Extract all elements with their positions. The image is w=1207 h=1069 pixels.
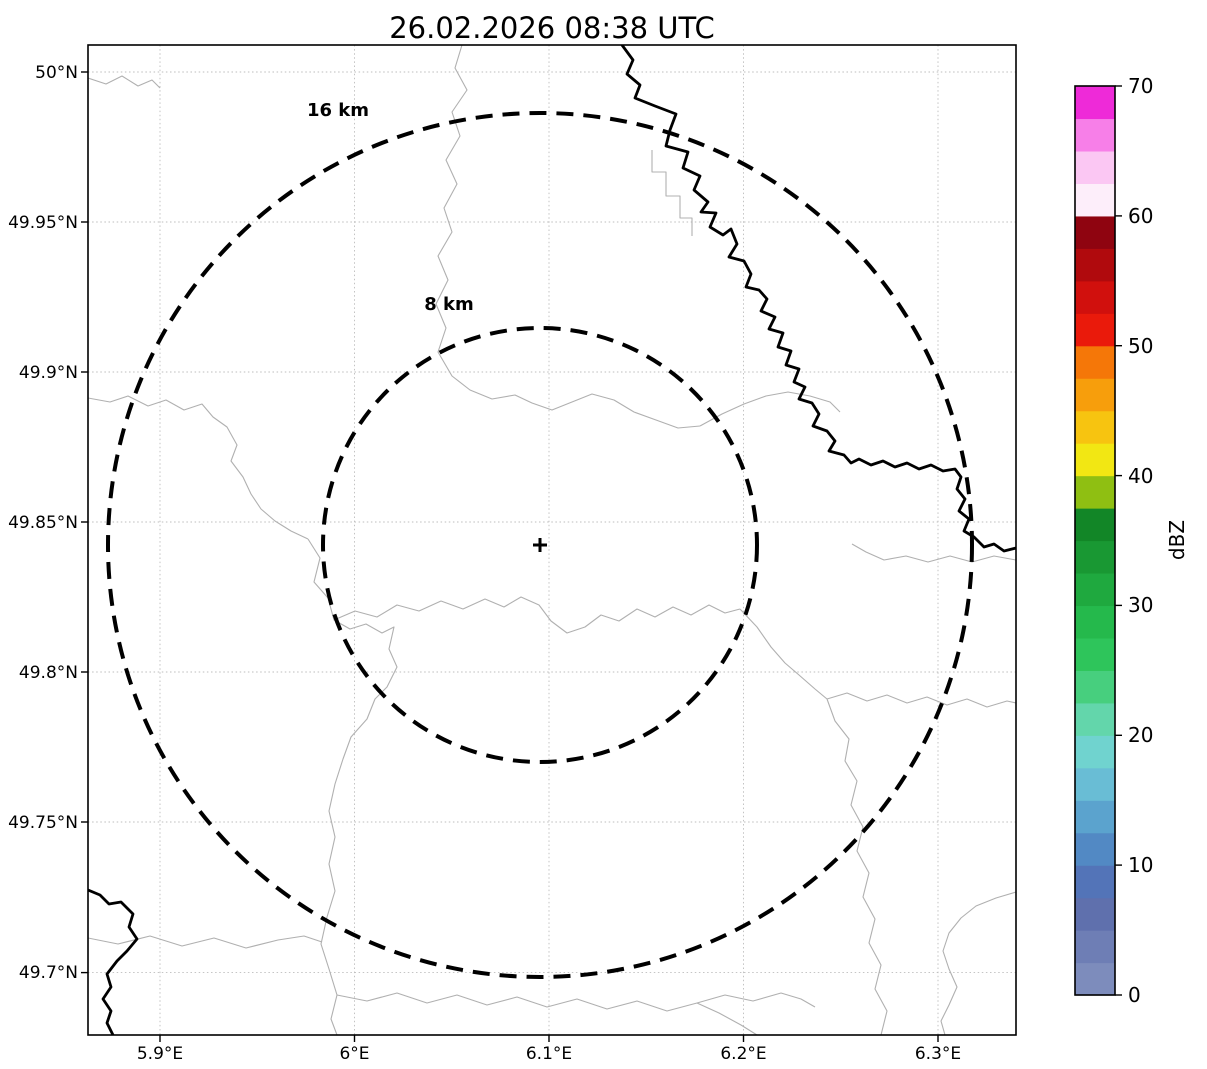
- colorbar-band: [1075, 280, 1115, 314]
- y-axis-tick-marks: [81, 71, 88, 974]
- admin-boundary-line: [651, 150, 693, 236]
- river-border-line: [620, 45, 1016, 553]
- colorbar-tick-label: 70: [1128, 74, 1153, 98]
- admin-boundary-line: [696, 992, 816, 1008]
- colorbar-band: [1075, 508, 1115, 542]
- colorbar-band: [1075, 930, 1115, 964]
- grid-lines: [88, 45, 1016, 1035]
- admin-boundary-line: [88, 395, 309, 540]
- x-tick-label: 6.1°E: [526, 1044, 572, 1064]
- range-ring-16km: [106, 111, 974, 979]
- y-tick-label: 49.95°N: [8, 213, 78, 233]
- colorbar-band: [1075, 572, 1115, 607]
- colorbar-band: [1075, 800, 1115, 834]
- x-tick-label: 5.9°E: [137, 1044, 183, 1064]
- colorbar: 0 10 20 30 40 50 60 70 dBZ: [1074, 74, 1189, 1007]
- colorbar-band: [1075, 702, 1115, 736]
- map-features: 16 km 8 km: [88, 45, 1016, 1035]
- colorbar-band: [1075, 378, 1115, 412]
- admin-boundary-line: [336, 992, 758, 1035]
- colorbar-tick-label: 10: [1128, 853, 1153, 877]
- colorbar-band: [1075, 865, 1115, 899]
- x-tick-label: 6°E: [339, 1044, 369, 1064]
- colorbar-tick-label: 60: [1128, 204, 1153, 228]
- colorbar-band: [1075, 443, 1115, 477]
- colorbar-band: [1075, 637, 1115, 671]
- colorbar-bands: [1075, 86, 1115, 996]
- colorbar-band: [1075, 410, 1115, 444]
- range-ring-16km-label: 16 km: [307, 100, 369, 121]
- range-ring-8km: [321, 326, 759, 764]
- admin-boundary-line: [851, 543, 1016, 563]
- colorbar-band: [1075, 86, 1115, 120]
- admin-boundary-line: [88, 75, 161, 89]
- colorbar-band: [1075, 735, 1115, 769]
- colorbar-band: [1075, 215, 1115, 249]
- colorbar-tick-labels: 0 10 20 30 40 50 60 70: [1128, 74, 1153, 1007]
- colorbar-band: [1075, 832, 1115, 866]
- colorbar-band: [1075, 183, 1115, 217]
- colorbar-band: [1075, 475, 1115, 509]
- colorbar-tick-label: 30: [1128, 593, 1153, 617]
- colorbar-band: [1075, 897, 1115, 931]
- colorbar-band: [1075, 345, 1115, 379]
- y-tick-label: 49.7°N: [19, 963, 78, 983]
- range-ring-8km-label: 8 km: [424, 294, 474, 315]
- y-tick-label: 49.85°N: [8, 513, 78, 533]
- admin-boundary-line: [940, 891, 1016, 1035]
- x-tick-label: 6.3°E: [915, 1044, 961, 1064]
- colorbar-band: [1075, 150, 1115, 184]
- admin-boundary-line: [88, 935, 323, 949]
- admin-boundary-line: [333, 596, 741, 634]
- colorbar-band: [1075, 248, 1115, 282]
- admin-boundary-line: [739, 608, 828, 700]
- range-rings: [106, 111, 974, 979]
- colorbar-tick-marks: [1115, 85, 1122, 996]
- river-border-lines: [88, 45, 1016, 1035]
- admin-boundary-line: [826, 692, 1016, 708]
- colorbar-tick-label: 0: [1128, 983, 1141, 1007]
- colorbar-band: [1075, 767, 1115, 801]
- river-border-line: [88, 888, 139, 1035]
- colorbar-band: [1075, 962, 1115, 996]
- admin-boundary-line: [435, 45, 701, 429]
- x-tick-label: 6.2°E: [720, 1044, 766, 1064]
- admin-boundary-line: [826, 698, 888, 1035]
- y-tick-label: 49.75°N: [8, 813, 78, 833]
- radar-center-marker: [533, 538, 547, 552]
- figure-title: 26.02.2026 08:38 UTC: [389, 11, 715, 45]
- colorbar-band: [1075, 605, 1115, 639]
- colorbar-band: [1075, 670, 1115, 704]
- colorbar-tick-label: 50: [1128, 334, 1153, 358]
- x-axis-tick-marks: [159, 1035, 939, 1042]
- colorbar-band: [1075, 540, 1115, 574]
- admin-boundary-lines: [88, 45, 1016, 1035]
- colorbar-tick-label: 20: [1128, 723, 1153, 747]
- y-tick-label: 49.9°N: [19, 363, 78, 383]
- x-axis-labels: 5.9°E 6°E 6.1°E 6.2°E 6.3°E: [137, 1044, 961, 1064]
- admin-boundary-line: [699, 391, 841, 427]
- y-tick-label: 49.8°N: [19, 663, 78, 683]
- y-axis-labels: 50°N 49.95°N 49.9°N 49.85°N 49.8°N 49.75…: [8, 63, 78, 983]
- colorbar-axis-label: dBZ: [1165, 520, 1189, 560]
- colorbar-tick-label: 40: [1128, 464, 1153, 488]
- colorbar-frame: [1074, 85, 1116, 996]
- colorbar-band: [1075, 118, 1115, 152]
- map-frame: [87, 44, 1017, 1036]
- colorbar-band: [1075, 313, 1115, 347]
- y-tick-label: 50°N: [35, 63, 78, 83]
